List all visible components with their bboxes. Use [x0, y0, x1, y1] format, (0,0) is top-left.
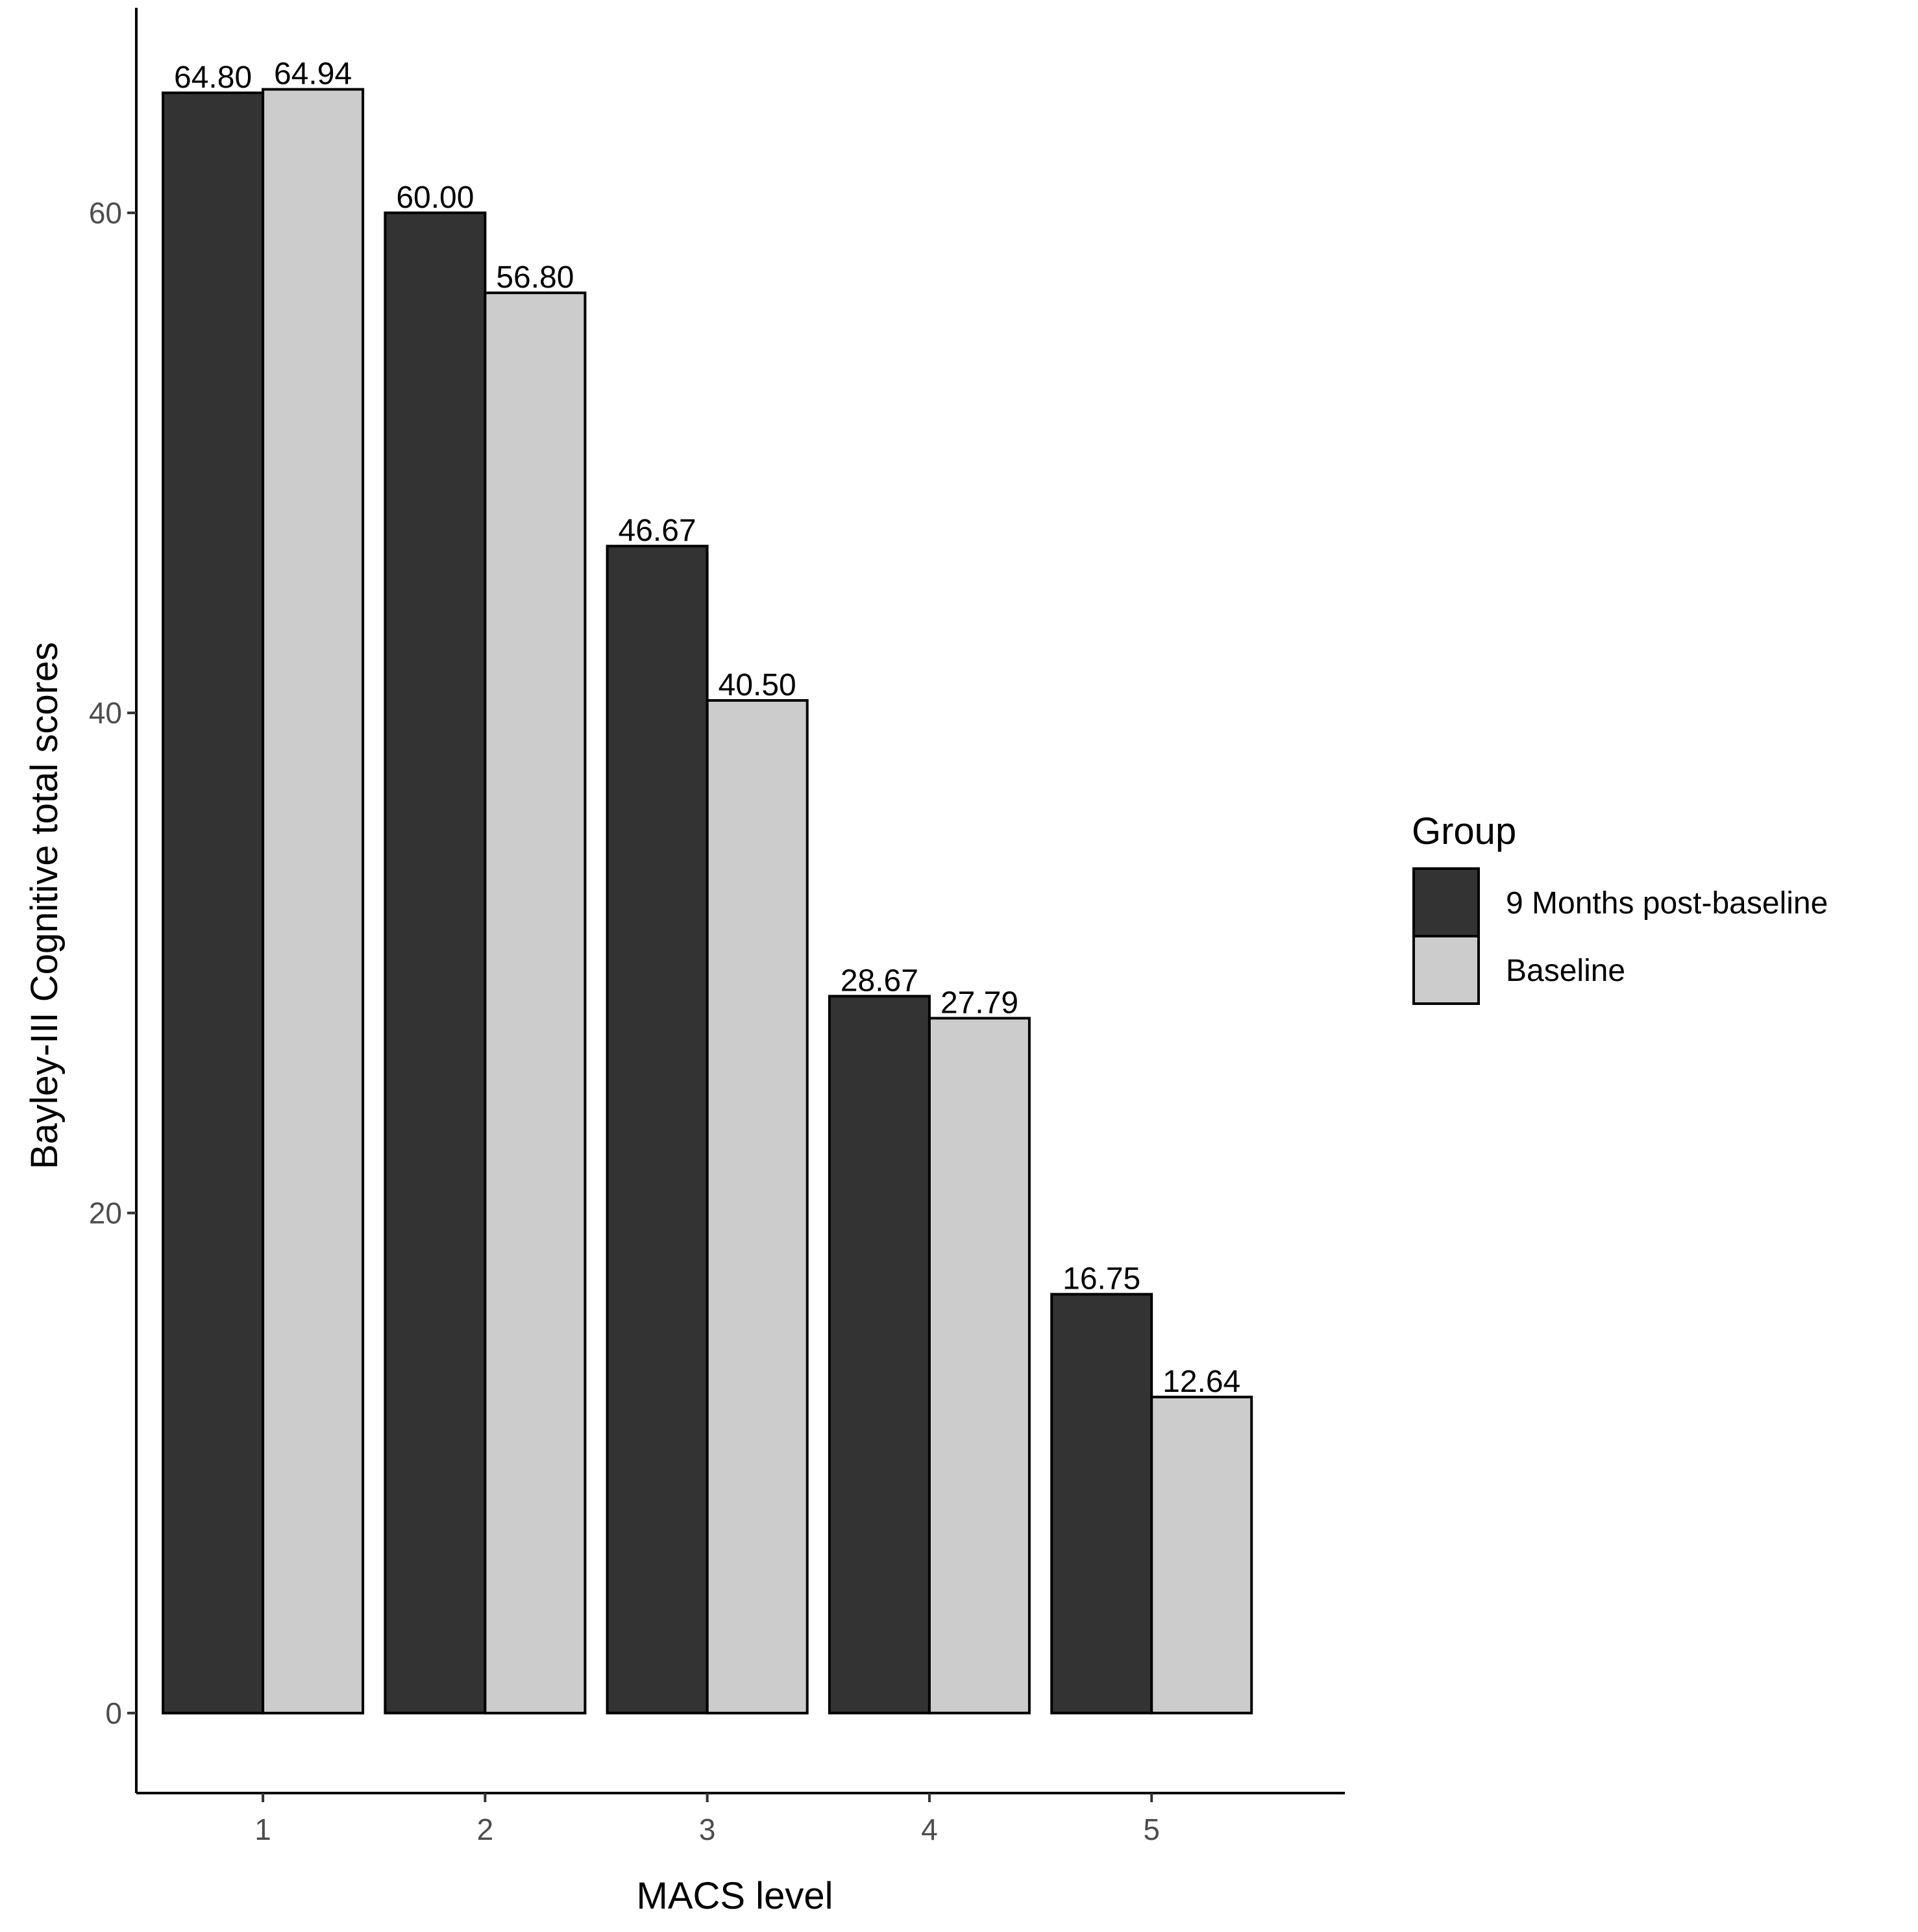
legend-label-post-baseline: 9 Months post-baseline — [1506, 886, 1828, 921]
x-tick-label-1: 1 — [254, 1813, 271, 1846]
data-label-post-baseline-2: 60.00 — [396, 180, 474, 215]
bar-post-baseline-5 — [1050, 1293, 1153, 1715]
bar-post-baseline-2 — [384, 211, 487, 1715]
bar-post-baseline-4 — [828, 995, 931, 1715]
x-tick-label-4: 4 — [921, 1813, 938, 1846]
y-axis-title: Bayley-III Cognitive total scores — [23, 642, 66, 1169]
bar-baseline-4 — [928, 1017, 1031, 1715]
data-label-baseline-5: 12.64 — [1162, 1365, 1240, 1399]
x-axis-title: MACS level — [637, 1875, 833, 1917]
data-label-post-baseline-5: 16.75 — [1063, 1262, 1140, 1296]
y-tick-label-0: 0 — [105, 1696, 122, 1730]
plot-area: 64.80 60.00 46.67 28.67 16.75 64.94 56.80 40.50… — [89, 8, 1345, 1846]
legend: Group 9 Months post-baseline Baseline — [1412, 810, 1828, 1005]
data-label-baseline-4: 27.79 — [941, 985, 1018, 1020]
data-label-baseline-3: 40.50 — [719, 668, 796, 702]
legend-label-baseline: Baseline — [1506, 954, 1625, 988]
x-tick-label-5: 5 — [1143, 1813, 1160, 1846]
bar-baseline-3 — [706, 699, 809, 1715]
bar-post-baseline-1 — [162, 92, 265, 1715]
legend-title: Group — [1412, 810, 1516, 852]
data-label-baseline-2: 56.80 — [496, 260, 574, 295]
data-label-post-baseline-4: 28.67 — [841, 964, 918, 998]
legend-key-post-baseline — [1412, 867, 1480, 937]
y-tick-label-20: 20 — [89, 1196, 122, 1230]
y-tick-label-40: 40 — [89, 696, 122, 730]
bar-baseline-5 — [1150, 1395, 1253, 1715]
x-tick-label-3: 3 — [699, 1813, 716, 1846]
legend-key-baseline — [1412, 935, 1480, 1005]
data-label-post-baseline-1: 64.80 — [174, 60, 252, 95]
data-label-baseline-1: 64.94 — [274, 57, 352, 92]
x-tick-label-2: 2 — [477, 1813, 494, 1846]
bar-baseline-1 — [262, 88, 365, 1715]
y-tick-label-60: 60 — [89, 196, 122, 230]
y-axis-title-group: Bayley-III Cognitive total scores — [23, 642, 66, 1169]
bar-post-baseline-3 — [606, 545, 709, 1715]
bar-baseline-2 — [484, 291, 587, 1715]
data-label-post-baseline-3: 46.67 — [619, 514, 696, 548]
